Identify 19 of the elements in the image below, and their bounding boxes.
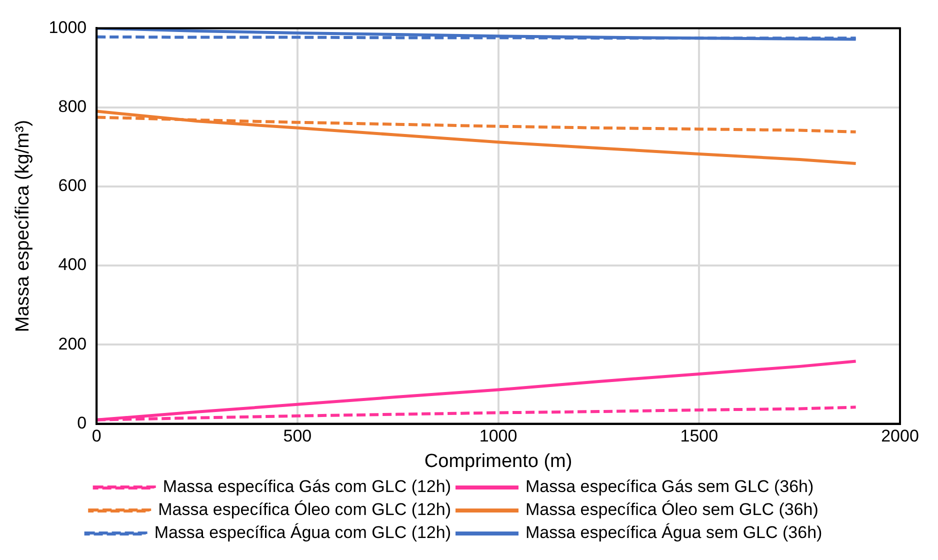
legend-label: Massa específica Água sem GLC (36h): [526, 523, 822, 542]
x-tick-label: 500: [283, 426, 312, 446]
x-tick-label: 0: [92, 426, 102, 446]
y-axis-title: Massa específica (kg/m³): [12, 120, 34, 332]
legend-label: Massa específica Óleo sem GLC (36h): [526, 500, 818, 520]
x-axis-title: Comprimento (m): [424, 450, 572, 472]
y-tick-label: 1000: [48, 18, 87, 37]
x-tick-label: 1500: [680, 426, 718, 446]
y-tick-label: 400: [58, 255, 87, 274]
y-tick-label: 200: [58, 334, 87, 354]
y-tick-label: 600: [58, 176, 87, 196]
y-tick-label: 800: [58, 97, 87, 116]
y-tick-label: 0: [77, 413, 87, 432]
legend-label: Massa específica Gás sem GLC (36h): [526, 477, 814, 496]
x-tick-label: 1000: [479, 426, 518, 446]
x-tick-label: 2000: [881, 426, 919, 446]
legend-label: Massa específica Gás com GLC (12h): [162, 477, 452, 496]
legend-label: Massa específica Óleo com GLC (12h): [158, 500, 452, 520]
legend-label: Massa específica Água com GLC (12h): [154, 523, 451, 542]
